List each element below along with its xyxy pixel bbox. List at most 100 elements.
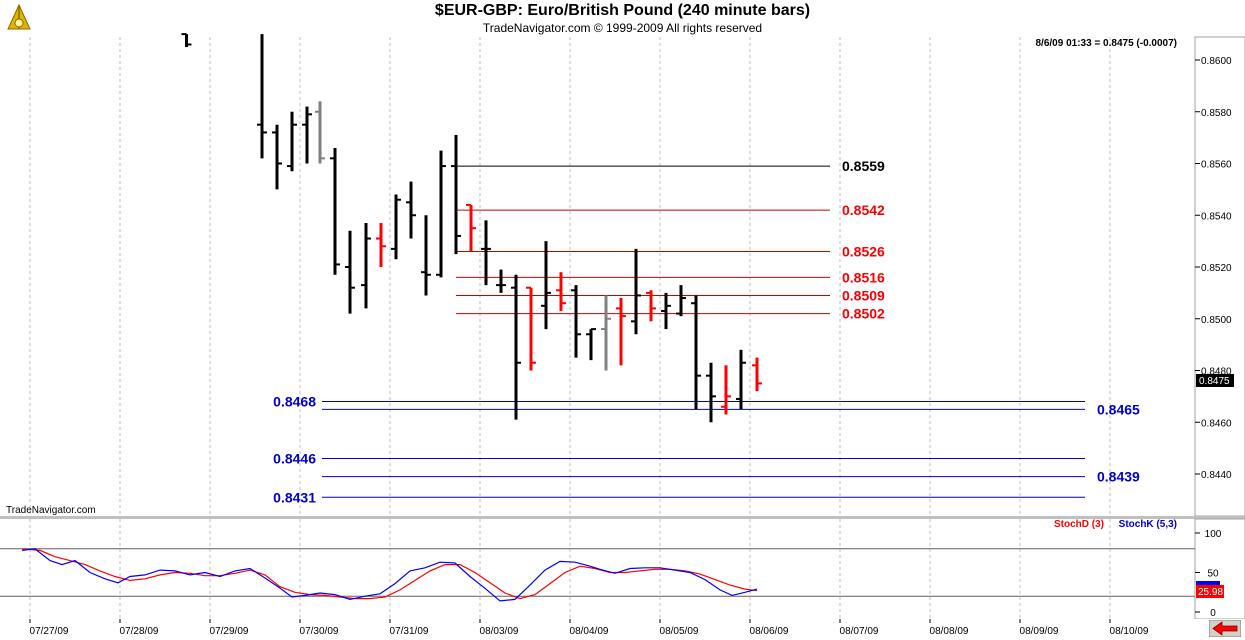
panel-splitter[interactable] bbox=[0, 516, 1245, 519]
support-resistance-levels: 0.8559 0.8542 0.8526 0.8516 0.8509 0.8502 0.84… bbox=[273, 158, 1140, 505]
ohlc-bar bbox=[466, 203, 476, 252]
price-axis-ticks: 0.8600 0.8580 0.8560 0.8540 0.8520 0.8500 0.84… bbox=[1195, 56, 1232, 481]
ohlc-bar bbox=[676, 285, 686, 317]
ohlc-bar bbox=[721, 365, 731, 415]
ohlc-bar bbox=[526, 286, 536, 371]
ohlc-bar bbox=[406, 181, 416, 239]
title-bar: $EUR-GBP: Euro/British Pound (240 minute… bbox=[0, 0, 1245, 37]
x-tick-label: 07/31/09 bbox=[390, 626, 429, 637]
stoch-axis bbox=[1194, 518, 1245, 620]
level-label: 0.8502 bbox=[842, 306, 885, 322]
ohlc-bar bbox=[556, 272, 566, 311]
stoch-lines bbox=[21, 548, 758, 602]
stoch-axis-ticks: 100 50 0 bbox=[1195, 529, 1222, 619]
y-tick-label: 0.8520 bbox=[1201, 263, 1232, 274]
level-label: 0.8542 bbox=[842, 202, 885, 218]
stoch-series-line bbox=[21, 548, 758, 600]
y-tick-label: 0 bbox=[1210, 608, 1216, 619]
ohlc-bar bbox=[451, 135, 461, 255]
ohlc-bar bbox=[691, 295, 701, 410]
level-label: 0.8516 bbox=[842, 269, 885, 285]
level-label: 0.8468 bbox=[273, 394, 316, 410]
stoch-last-label: 25.98 bbox=[1198, 587, 1223, 598]
price-readout: 8/6/09 01:33 = 0.8475 (-0.0007) bbox=[1036, 38, 1178, 49]
stoch-last-marker: 25.98 bbox=[1196, 581, 1224, 598]
ohlc-bar bbox=[257, 34, 267, 159]
price-axis bbox=[1194, 36, 1245, 517]
ohlc-bar bbox=[706, 362, 716, 423]
chart-title: $EUR-GBP: Euro/British Pound (240 minute… bbox=[434, 2, 811, 19]
y-tick-label: 0.8600 bbox=[1201, 56, 1232, 67]
ohlc-bar bbox=[736, 349, 746, 410]
ohlc-bar bbox=[496, 269, 506, 293]
level-label: 0.8431 bbox=[273, 489, 316, 505]
ohlc-bar bbox=[646, 290, 656, 322]
ohlc-bar bbox=[391, 194, 401, 260]
ohlc-bar bbox=[481, 220, 491, 286]
ohlc-bar bbox=[752, 357, 762, 392]
ohlc-bar bbox=[616, 298, 626, 366]
watermark: TradeNavigator.com bbox=[6, 505, 96, 516]
ohlc-bar bbox=[436, 150, 446, 278]
ohlc-bar bbox=[511, 274, 521, 420]
last-price-marker: 0.8475 bbox=[1196, 374, 1234, 387]
level-label: 0.8446 bbox=[273, 450, 316, 466]
ohlc-bar bbox=[541, 241, 551, 330]
y-tick-label: 0.8540 bbox=[1201, 211, 1232, 222]
ohlc-bar bbox=[586, 328, 596, 361]
level-label: 0.8509 bbox=[842, 287, 885, 303]
x-tick-label: 07/29/09 bbox=[210, 626, 249, 637]
x-tick-label: 08/05/09 bbox=[660, 626, 699, 637]
ohlc-bar bbox=[421, 215, 431, 296]
ohlc-bar bbox=[571, 285, 581, 358]
level-label: 0.8559 bbox=[842, 158, 885, 174]
x-tick-label: 08/04/09 bbox=[570, 626, 609, 637]
x-tick-label: 08/08/09 bbox=[930, 626, 969, 637]
x-tick-label: 07/28/09 bbox=[120, 626, 159, 637]
ohlc-bar bbox=[631, 248, 641, 335]
x-tick-label: 07/27/09 bbox=[30, 626, 69, 637]
ohlc-bar bbox=[287, 111, 297, 172]
price-panel[interactable] bbox=[0, 37, 1195, 516]
y-tick-label: 50 bbox=[1207, 569, 1219, 580]
price-gridlines bbox=[29, 37, 1111, 516]
x-tick-label: 08/07/09 bbox=[840, 626, 879, 637]
scroll-back-arrow-icon[interactable] bbox=[1209, 620, 1241, 637]
y-tick-label: 0.8500 bbox=[1201, 315, 1232, 326]
x-tick-label: 08/09/09 bbox=[1020, 626, 1059, 637]
ohlc-bar bbox=[661, 292, 671, 330]
ohlc-bar bbox=[315, 101, 325, 164]
level-label: 0.8465 bbox=[1097, 401, 1140, 417]
stoch-series-line bbox=[21, 548, 758, 602]
stoch-d-legend: StochD (3) bbox=[1054, 519, 1104, 530]
x-tick-label: 08/03/09 bbox=[480, 626, 519, 637]
x-tick-label: 08/06/09 bbox=[750, 626, 789, 637]
ohlc-bar bbox=[272, 124, 282, 190]
y-tick-label: 0.8480 bbox=[1201, 367, 1232, 378]
y-tick-label: 0.8580 bbox=[1201, 108, 1232, 119]
y-tick-label: 0.8440 bbox=[1201, 470, 1232, 481]
last-price-label: 0.8475 bbox=[1199, 376, 1230, 387]
y-tick-label: 100 bbox=[1205, 529, 1222, 540]
y-tick-label: 0.8560 bbox=[1201, 160, 1232, 171]
ohlc-bars bbox=[181, 33, 762, 423]
ohlc-bar bbox=[361, 223, 371, 309]
ohlc-bar bbox=[376, 223, 386, 267]
time-axis-ticks: 07/27/09 07/28/09 07/29/09 07/30/09 07/31/09… bbox=[29, 619, 1149, 637]
copyright-notice: TradeNavigator.com © 1999-2009 All right… bbox=[482, 21, 763, 35]
ohlc-bar bbox=[181, 33, 192, 48]
stoch-gridlines bbox=[0, 519, 1195, 619]
x-tick-label: 08/10/09 bbox=[1110, 626, 1149, 637]
time-axis bbox=[0, 619, 1245, 640]
x-tick-label: 07/30/09 bbox=[300, 626, 339, 637]
stoch-k-legend: StochK (5,3) bbox=[1119, 519, 1177, 530]
ohlc-bar bbox=[330, 147, 340, 275]
level-label: 0.8526 bbox=[842, 243, 885, 259]
ohlc-bar bbox=[302, 106, 312, 164]
sextant-logo-icon bbox=[7, 3, 31, 30]
ohlc-bar bbox=[345, 230, 355, 314]
y-tick-label: 0.8460 bbox=[1201, 418, 1232, 429]
ohlc-bar bbox=[601, 295, 611, 371]
level-label: 0.8439 bbox=[1097, 469, 1140, 485]
